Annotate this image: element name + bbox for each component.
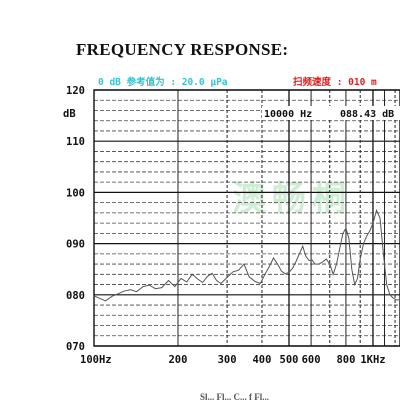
y-tick-label: 070	[66, 341, 85, 353]
cursor-frequency-readout: 10000 Hz	[264, 109, 312, 120]
x-tick-label: 500	[280, 354, 299, 366]
x-axis-ticks: 100Hz 200 300 400 500 600 800 1KHz	[80, 354, 386, 366]
x-tick-label: 400	[252, 354, 271, 366]
chart-grid	[93, 89, 400, 347]
reference-level-label: 0 dB 参考值为 : 20.0 μPa	[98, 77, 228, 88]
y-tick-label: 090	[66, 239, 85, 251]
y-axis-ticks: 120 110 100 090 080 070	[66, 85, 85, 353]
x-tick-label: 600	[302, 354, 321, 366]
x-tick-label: 1KHz	[360, 354, 385, 366]
y-axis-unit: dB	[63, 108, 76, 120]
cursor-level-readout: 088.43 dB	[340, 109, 394, 120]
x-tick-label: 200	[168, 354, 187, 366]
x-tick-label: 100Hz	[80, 354, 112, 366]
footer-caption: Sl... Fl... C... f Fl...	[200, 392, 269, 402]
watermark-text: 澳畅桐	[232, 180, 352, 218]
x-tick-label: 300	[218, 354, 237, 366]
x-tick-label: 800	[336, 354, 355, 366]
plot-frame	[93, 89, 400, 347]
y-tick-label: 100	[66, 187, 85, 199]
page-title: FREQUENCY RESPONSE:	[76, 40, 289, 59]
y-tick-label: 110	[66, 136, 85, 148]
response-curve	[93, 208, 399, 302]
watermark: 澳畅桐	[232, 180, 352, 218]
readout-background	[262, 106, 400, 120]
y-tick-label: 080	[66, 290, 85, 302]
y-tick-label: 120	[66, 85, 85, 97]
sweep-speed-label: 扫频速度 : 010 m	[293, 77, 377, 88]
